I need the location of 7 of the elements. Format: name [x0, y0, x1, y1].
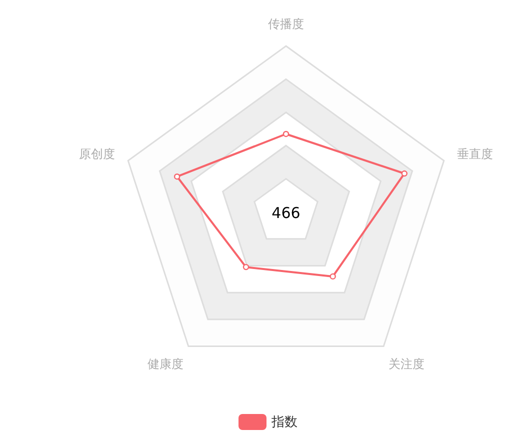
spoke-label: 传播度 — [268, 17, 304, 31]
spoke-label: 原创度 — [79, 146, 116, 161]
spoke-label: 垂直度 — [456, 146, 493, 161]
spoke-label: 关注度 — [388, 357, 425, 372]
text: 466 — [272, 204, 300, 222]
spoke-label: 健康度 — [147, 357, 184, 372]
legend-label: 指数 — [270, 415, 298, 430]
